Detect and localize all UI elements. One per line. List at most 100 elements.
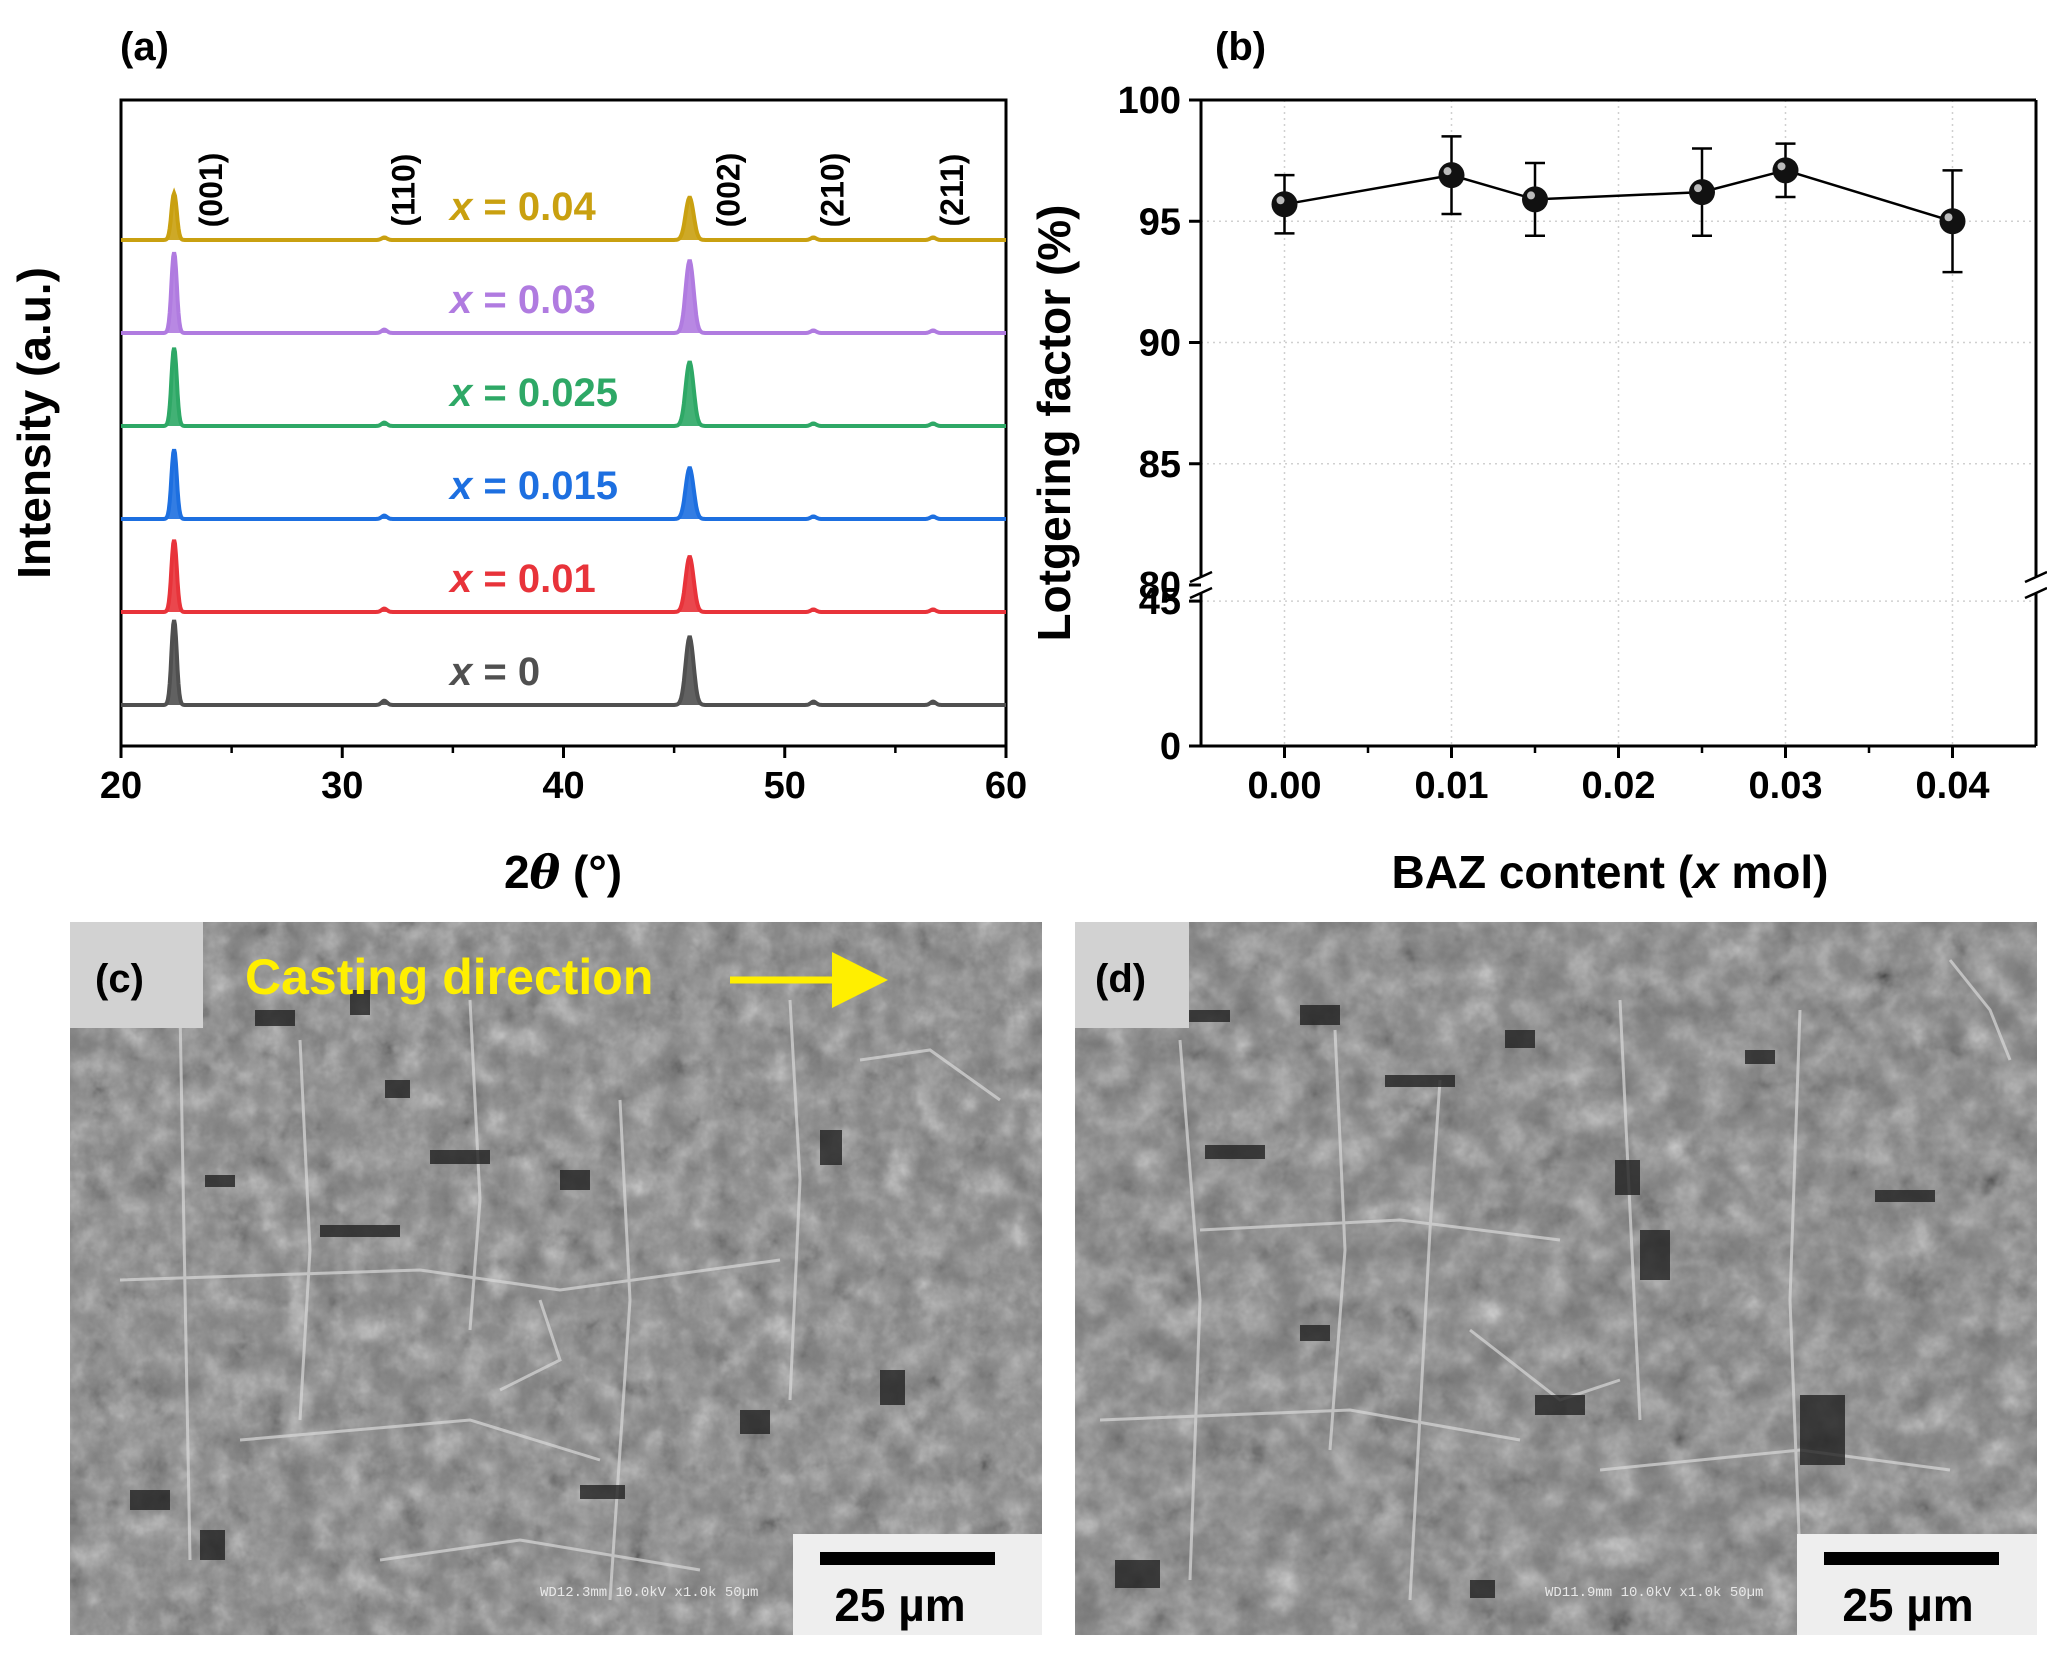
sem-d-grain-edges (1099, 959, 2012, 1601)
panel-b-y-axis-title: Lotgering factor (%) (1028, 205, 1080, 642)
series-label: x = 0.03 (448, 278, 596, 322)
y-tick-label: 95 (1139, 201, 1181, 243)
x-title-theta: θ (530, 845, 561, 899)
axis-break-right (2024, 570, 2047, 600)
data-point-highlight (1443, 167, 1452, 176)
series-label-var: x (448, 278, 474, 322)
casting-direction-label: Casting direction (245, 949, 653, 1005)
y-tick-label: 100 (1118, 80, 1181, 122)
peak-label: (110) (385, 154, 421, 227)
peak-label: (210) (815, 153, 851, 228)
series-label-var: x (448, 464, 474, 508)
panel-a-y-axis-title: Intensity (a.u.) (8, 267, 60, 579)
panel-a-x-ticks: 20 30 40 50 60 (100, 746, 1027, 807)
sem-c-pores (130, 990, 905, 1560)
sem-d-info-bar: WD11.9mm 10.0kV x1.0k 50µm (1545, 1585, 1763, 1601)
series-label-var: x (448, 557, 474, 601)
panel-d-sem-image: (d) WD11.9mm 10.0kV x1.0k 50µm 25 µm (1075, 922, 2037, 1635)
data-point-highlight (1527, 191, 1535, 200)
x-tick-label: 60 (985, 765, 1027, 807)
series-label: x = 0.01 (448, 557, 596, 601)
xrd-series-line (121, 539, 1006, 614)
y-tick-label: 90 (1139, 323, 1181, 365)
data-point-highlight (1777, 162, 1786, 171)
x-tick-label: 40 (542, 765, 584, 807)
series-label-value: = 0.04 (472, 185, 596, 229)
series-label: x = 0.04 (448, 185, 596, 229)
b-x-title-suffix: mol) (1719, 846, 1829, 898)
series-label: x = 0.015 (448, 464, 618, 508)
sem-c-grain-edges (119, 999, 1001, 1601)
series-label: x = 0.025 (448, 371, 618, 415)
data-point (1939, 208, 1966, 235)
series-label: x = 0 (448, 650, 540, 694)
scale-bar-d-label: 25 µm (1842, 1579, 1973, 1631)
axis-break-left (1189, 570, 1213, 600)
x-tick-label: 30 (321, 765, 363, 807)
panel-c-sem-image: (c) Casting direction WD12.3mm 10.0kV x1… (70, 922, 1042, 1635)
series-label-var: x (448, 371, 474, 415)
panel-b-grid (1201, 100, 2036, 746)
panel-d-label-box (1075, 922, 1189, 1028)
panel-d-label: (d) (1095, 957, 1146, 1001)
y-tick-label: 80 (1139, 565, 1181, 607)
x-tick-label: 0.01 (1415, 765, 1489, 807)
data-point (1772, 157, 1799, 184)
series-label-value: = 0 (472, 650, 540, 694)
x-tick-label: 0.02 (1582, 765, 1656, 807)
scale-bar-c-label: 25 µm (834, 1579, 965, 1631)
peak-label-group: (001) (110) (002) (210) (211) (193, 153, 970, 228)
y-tick-label: 85 (1139, 444, 1181, 486)
panel-a-x-axis-title: 2θ (°) (504, 845, 622, 899)
y-tick-label: 0 (1160, 726, 1181, 768)
series-label-var: x (448, 650, 474, 694)
sem-c-info-bar: WD12.3mm 10.0kV x1.0k 50µm (540, 1585, 758, 1601)
x-tick-label: 20 (100, 765, 142, 807)
lotgering-line (1284, 169, 1953, 223)
series-label-value: = 0.03 (472, 278, 595, 322)
b-x-title-italic: x (1690, 846, 1721, 898)
x-title-suffix: (°) (560, 846, 622, 898)
data-point (1522, 186, 1548, 213)
scale-bar-c (820, 1552, 995, 1565)
series-label-value: = 0.015 (472, 464, 618, 508)
panel-b-data (1271, 135, 1966, 274)
data-point (1689, 179, 1715, 206)
panel-a-label: (a) (120, 25, 169, 69)
peak-label: (001) (193, 153, 229, 228)
sem-c-texture (70, 922, 1042, 1635)
sem-d-texture (1075, 922, 2037, 1635)
scale-bar-d (1824, 1552, 1999, 1565)
xrd-series-line (121, 187, 1006, 242)
x-title-prefix: 2 (504, 846, 530, 898)
data-point-highlight (1276, 196, 1285, 205)
sem-d-pores (1115, 1005, 1935, 1598)
panel-c-label: (c) (95, 957, 144, 1001)
panel-b-label: (b) (1215, 25, 1266, 69)
xrd-series-line (121, 619, 1006, 707)
data-point-highlight (1944, 213, 1953, 222)
x-tick-label: 0.03 (1749, 765, 1823, 807)
data-point (1438, 162, 1465, 189)
xrd-series-line (121, 448, 1006, 521)
panel-b-x-ticks: 0.00 0.01 0.02 0.03 0.04 (1248, 746, 1990, 807)
x-tick-label: 0.04 (1916, 765, 1990, 807)
xrd-series-line (121, 347, 1006, 428)
series-label-value: = 0.025 (472, 371, 618, 415)
panel-c-label-box (70, 922, 203, 1028)
x-tick-label: 0.00 (1248, 765, 1322, 807)
panel-b-y-ticks: 80 85 90 95 100 0 45 (1118, 80, 1201, 768)
y-tick-label: 45 (1139, 581, 1181, 623)
series-label-value: = 0.01 (472, 557, 595, 601)
data-point-highlight (1694, 184, 1702, 193)
b-x-title-prefix: BAZ content ( (1392, 846, 1694, 898)
peak-label: (002) (711, 153, 747, 228)
peak-label: (211) (934, 154, 970, 227)
scale-bar-d-box (1797, 1534, 2037, 1635)
xrd-series-line (121, 251, 1006, 335)
x-tick-label: 50 (764, 765, 806, 807)
